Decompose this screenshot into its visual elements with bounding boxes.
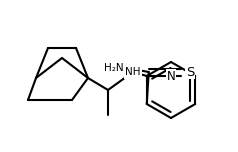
Text: H₂N: H₂N: [104, 63, 124, 73]
Text: NH: NH: [125, 67, 141, 77]
Text: S: S: [186, 66, 194, 78]
Text: N: N: [167, 70, 175, 83]
